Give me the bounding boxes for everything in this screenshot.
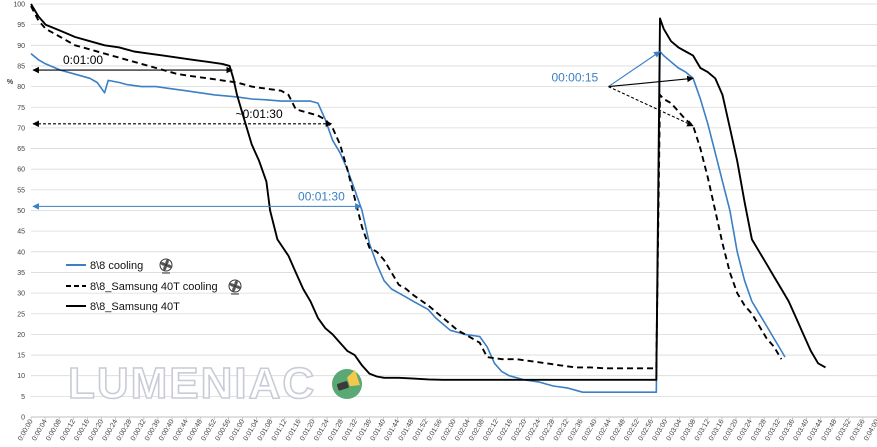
- y-tick-label: 100: [13, 2, 25, 9]
- y-tick-label: 65: [17, 146, 25, 153]
- y-tick-label: 5: [21, 394, 25, 401]
- series-line-2: [30, 3, 826, 381]
- annotation-arrow: [608, 51, 661, 88]
- annotation-arrow: [608, 75, 694, 88]
- y-tick-label: 10: [17, 373, 25, 380]
- series-line-1: [30, 5, 783, 370]
- y-tick-label: 95: [17, 22, 25, 29]
- annotation-label: 0:01:00: [63, 53, 103, 67]
- gridlines: [31, 3, 877, 418]
- legend-label: 8\8_Samsung 40T cooling: [90, 281, 218, 293]
- annotations: 0:01:00 ~0:01:30 00:01:30 00:00:15: [32, 51, 694, 210]
- fan-icon: [159, 258, 173, 274]
- annotation-label: 00:01:30: [298, 189, 345, 203]
- annotation-label: ~0:01:30: [236, 107, 283, 121]
- y-tick-label: 70: [17, 125, 25, 132]
- y-tick-label: 55: [17, 187, 25, 194]
- y-tick-label: 15: [17, 353, 25, 360]
- y-tick-label: 60: [17, 167, 25, 174]
- legend: 8\8 cooling 8\8_Samsung 40T cooling 8\8_Sa…: [66, 258, 242, 313]
- y-tick-label: 85: [17, 63, 25, 70]
- series: [30, 3, 826, 393]
- legend-label: 8\8 cooling: [90, 260, 143, 272]
- legend-label: 8\8_Samsung 40T: [90, 301, 180, 313]
- series-line-0: [30, 50, 786, 393]
- annotation-label: 00:00:15: [551, 71, 598, 85]
- y-tick-label: 90: [17, 43, 25, 50]
- annotation-arrow: [608, 86, 694, 127]
- y-tick-label: 30: [17, 291, 25, 298]
- y-tick-label: 0: [21, 415, 25, 422]
- flashlight-logo-icon: [332, 369, 362, 399]
- y-axis-label: %: [7, 79, 14, 86]
- watermark-text: LUMENIAC: [68, 359, 316, 408]
- y-tick-label: 20: [17, 332, 25, 339]
- y-tick-label: 25: [17, 311, 25, 318]
- y-tick-label: 75: [17, 105, 25, 112]
- y-tick-label: 50: [17, 208, 25, 215]
- y-tick-label: 35: [17, 270, 25, 277]
- watermark: LUMENIAC: [67, 358, 362, 409]
- fan-icon: [228, 279, 242, 295]
- y-tick-label: 45: [17, 229, 25, 236]
- y-tick-label: 40: [17, 249, 25, 256]
- y-tick-label: 80: [17, 84, 25, 91]
